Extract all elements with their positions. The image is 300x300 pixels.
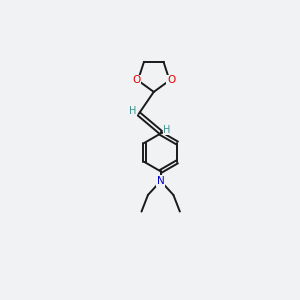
Text: O: O [167, 75, 175, 85]
Text: O: O [132, 75, 140, 85]
Text: H: H [129, 106, 136, 116]
Text: N: N [157, 176, 165, 186]
Text: H: H [164, 124, 171, 135]
